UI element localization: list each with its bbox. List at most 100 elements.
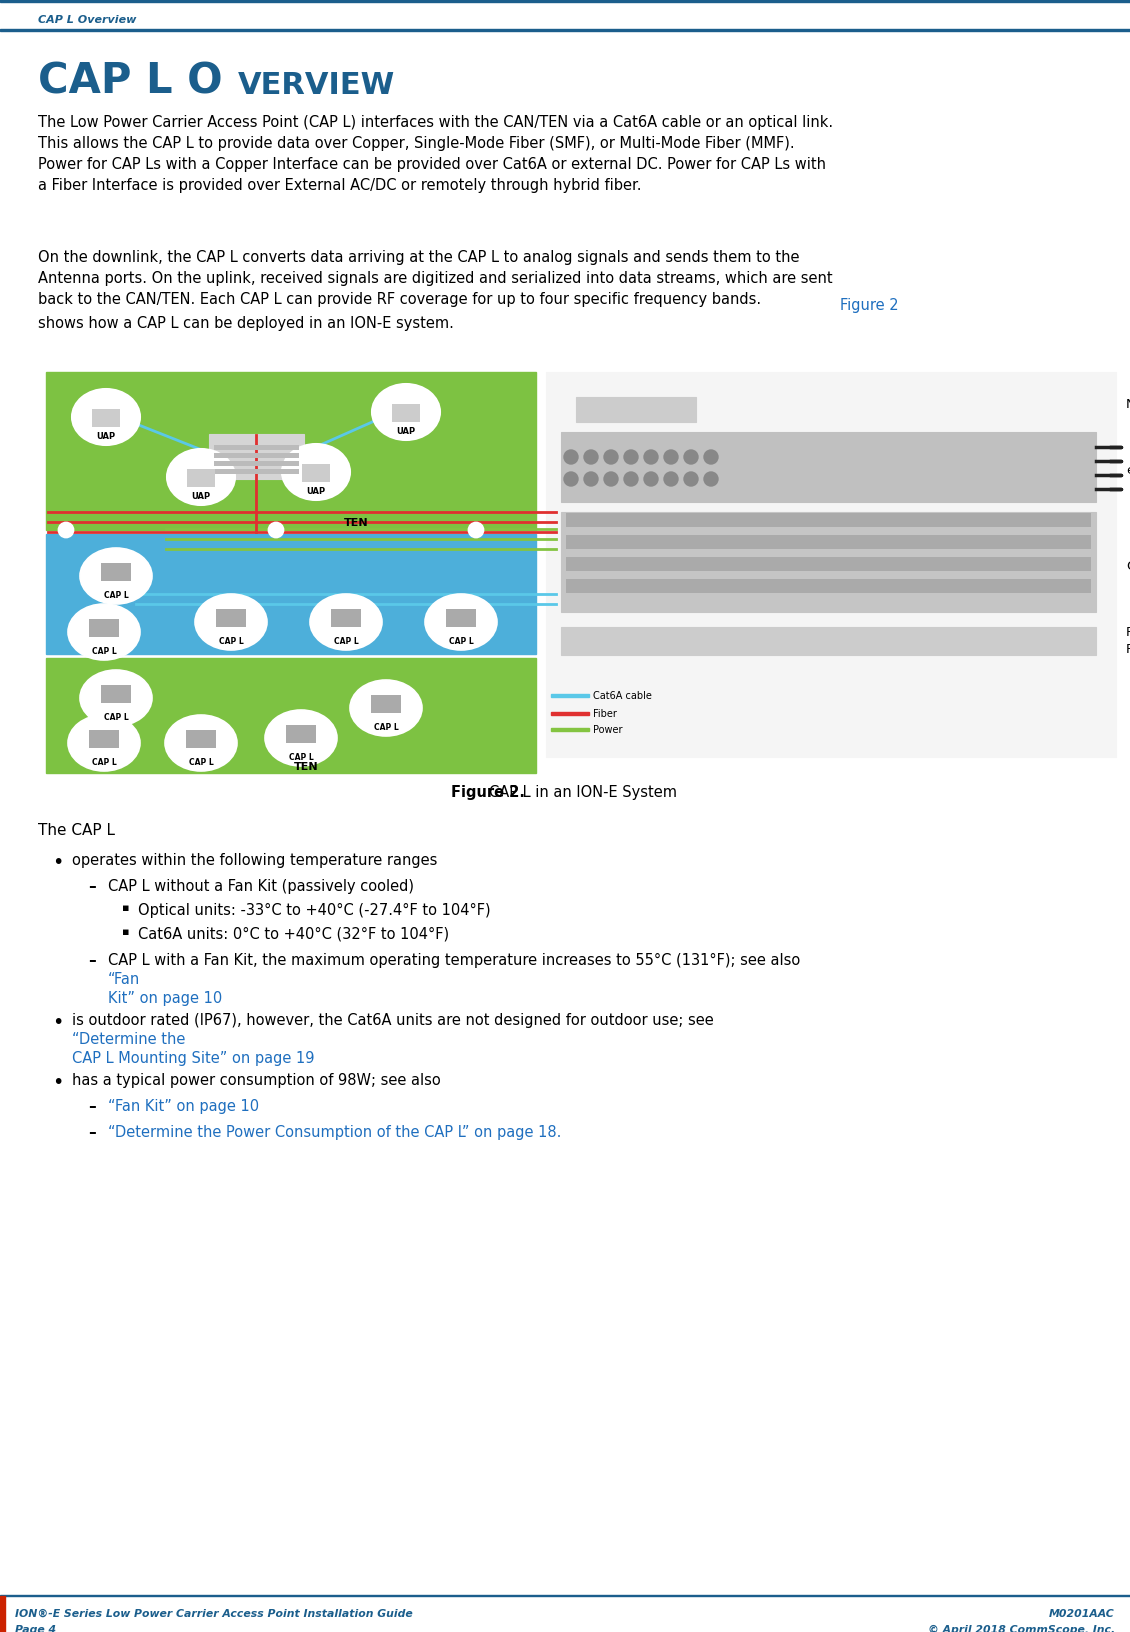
Bar xyxy=(46,659,536,774)
Text: ▪: ▪ xyxy=(122,927,130,937)
Ellipse shape xyxy=(165,715,237,772)
Bar xyxy=(546,372,1116,757)
Text: CAP L without a Fan Kit (passively cooled): CAP L without a Fan Kit (passively coole… xyxy=(108,878,414,893)
Ellipse shape xyxy=(266,710,337,767)
Text: –: – xyxy=(88,878,96,893)
Bar xyxy=(46,372,536,530)
Bar xyxy=(101,563,131,581)
Bar xyxy=(446,610,476,628)
Text: Remote
Powering: Remote Powering xyxy=(1125,625,1130,656)
Text: CAP L: CAP L xyxy=(104,591,129,599)
Circle shape xyxy=(664,473,678,486)
Bar xyxy=(0,29,1130,33)
Text: Cat6A units: 0°C to +40°C (32°F to 104°F): Cat6A units: 0°C to +40°C (32°F to 104°F… xyxy=(138,927,449,942)
Text: shows how a CAP L can be deployed in an ION-E system.: shows how a CAP L can be deployed in an … xyxy=(38,317,454,331)
Ellipse shape xyxy=(425,594,497,651)
Text: CAP L: CAP L xyxy=(374,723,399,731)
Ellipse shape xyxy=(167,450,235,506)
Circle shape xyxy=(624,473,638,486)
Bar xyxy=(0,1596,5,1632)
Text: VERVIEW: VERVIEW xyxy=(238,70,396,100)
Bar xyxy=(302,465,330,483)
Text: Cat6A cable: Cat6A cable xyxy=(593,690,652,700)
Bar xyxy=(216,610,246,628)
Text: CAP L: CAP L xyxy=(189,757,214,767)
Bar xyxy=(214,454,299,459)
Bar xyxy=(286,726,316,744)
Text: Kit” on page 10: Kit” on page 10 xyxy=(108,991,223,1005)
Circle shape xyxy=(584,473,598,486)
Bar xyxy=(566,579,1090,594)
Circle shape xyxy=(644,473,658,486)
Text: Fiber: Fiber xyxy=(593,708,617,718)
Circle shape xyxy=(704,450,718,465)
Bar xyxy=(566,535,1090,550)
Circle shape xyxy=(564,450,579,465)
Ellipse shape xyxy=(282,446,350,501)
Bar xyxy=(0,0,1130,3)
Ellipse shape xyxy=(68,604,140,661)
Text: CAP L O: CAP L O xyxy=(38,60,223,103)
Circle shape xyxy=(684,450,698,465)
Text: Optical units: -33°C to +40°C (-27.4°F to 104°F): Optical units: -33°C to +40°C (-27.4°F t… xyxy=(138,902,490,917)
Text: © April 2018 CommScope, Inc.: © April 2018 CommScope, Inc. xyxy=(928,1624,1115,1632)
Text: •: • xyxy=(52,1012,63,1031)
Text: “Fan Kit” on page 10: “Fan Kit” on page 10 xyxy=(108,1098,259,1113)
Ellipse shape xyxy=(372,385,440,441)
Bar xyxy=(392,405,420,423)
Bar xyxy=(89,731,119,749)
Text: e-POI: e-POI xyxy=(1125,463,1130,477)
Bar xyxy=(89,731,119,749)
Bar xyxy=(216,610,246,628)
Bar xyxy=(560,432,1096,503)
Bar xyxy=(186,731,216,749)
Text: “Fan: “Fan xyxy=(108,971,140,986)
Circle shape xyxy=(59,524,73,537)
Ellipse shape xyxy=(310,594,382,651)
Bar xyxy=(576,398,696,423)
Circle shape xyxy=(605,473,618,486)
Bar xyxy=(566,558,1090,571)
Text: Figure 2.: Figure 2. xyxy=(451,785,525,800)
Text: UAP: UAP xyxy=(397,426,416,436)
Text: operates within the following temperature ranges: operates within the following temperatur… xyxy=(72,852,437,868)
Circle shape xyxy=(704,473,718,486)
Text: TEN: TEN xyxy=(344,517,368,527)
Text: CAP L: CAP L xyxy=(104,713,129,721)
Text: is outdoor rated (IP67), however, the Cat6A units are not designed for outdoor u: is outdoor rated (IP67), however, the Ca… xyxy=(72,1012,719,1028)
Text: CAP L: CAP L xyxy=(218,636,243,646)
Bar xyxy=(38,367,1128,762)
Circle shape xyxy=(664,450,678,465)
Text: “Determine the Power Consumption of the CAP L” on page 18.: “Determine the Power Consumption of the … xyxy=(108,1124,562,1139)
Circle shape xyxy=(605,450,618,465)
Text: CAP L in an ION-E System: CAP L in an ION-E System xyxy=(489,785,677,800)
Text: Node B: Node B xyxy=(1125,398,1130,411)
Bar xyxy=(551,695,589,697)
Bar xyxy=(331,610,360,628)
Text: TEN: TEN xyxy=(294,762,319,772)
Bar xyxy=(186,731,216,749)
Text: has a typical power consumption of 98W; see also: has a typical power consumption of 98W; … xyxy=(72,1072,441,1087)
Bar xyxy=(101,563,131,581)
Text: “Determine the: “Determine the xyxy=(72,1031,185,1046)
Text: M0201AAC: M0201AAC xyxy=(1050,1608,1115,1617)
Text: –: – xyxy=(88,1124,96,1139)
Text: –: – xyxy=(88,1098,96,1113)
Bar xyxy=(551,713,589,715)
Text: ION®-E Series Low Power Carrier Access Point Installation Guide: ION®-E Series Low Power Carrier Access P… xyxy=(15,1608,412,1617)
Text: CAN: CAN xyxy=(1125,560,1130,573)
Bar xyxy=(392,405,420,423)
Text: •: • xyxy=(52,1072,63,1092)
Bar xyxy=(560,512,1096,612)
Circle shape xyxy=(269,524,282,537)
Circle shape xyxy=(624,450,638,465)
Text: UAP: UAP xyxy=(191,491,210,501)
Text: Figure 2: Figure 2 xyxy=(840,297,898,313)
Bar xyxy=(214,462,299,467)
Text: CAP L: CAP L xyxy=(92,757,116,767)
Bar xyxy=(209,434,304,480)
Text: On the downlink, the CAP L converts data arriving at the CAP L to analog signals: On the downlink, the CAP L converts data… xyxy=(38,250,833,307)
Bar xyxy=(92,410,120,428)
Text: The CAP L: The CAP L xyxy=(38,823,115,837)
Bar xyxy=(551,728,589,731)
